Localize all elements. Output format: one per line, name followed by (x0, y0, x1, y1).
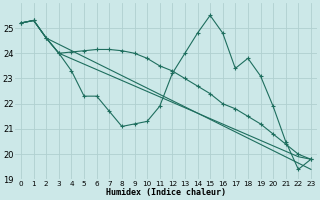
X-axis label: Humidex (Indice chaleur): Humidex (Indice chaleur) (106, 188, 226, 197)
